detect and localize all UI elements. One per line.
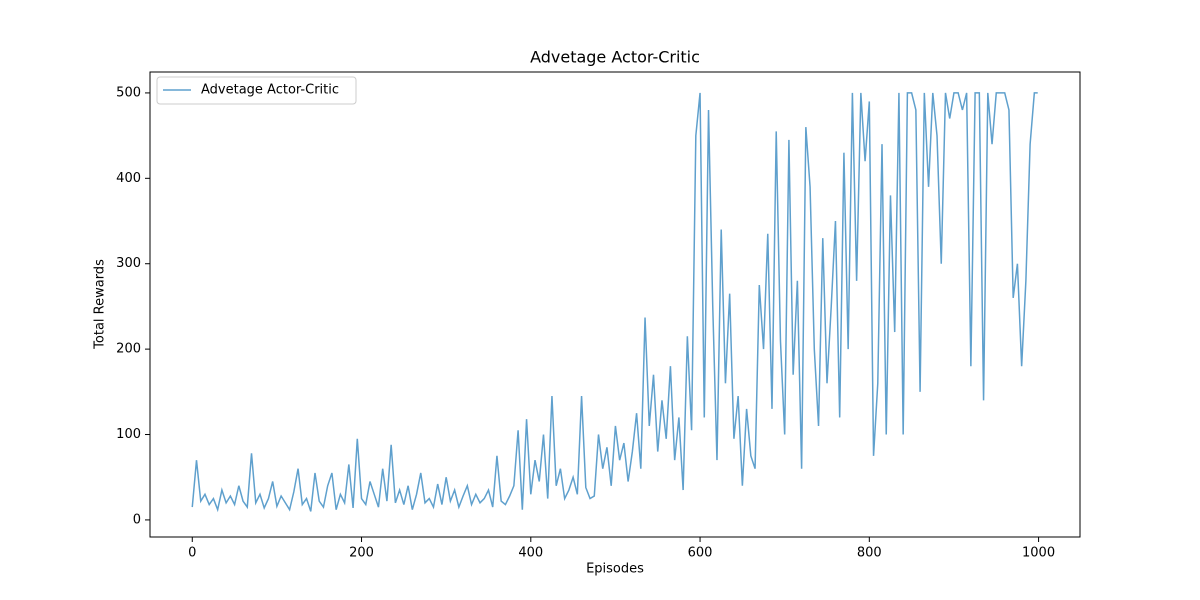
y-axis-label: Total Rewards	[93, 259, 108, 350]
plot-frame	[149, 71, 1081, 538]
y-tick-label: 300	[116, 256, 141, 271]
y-tick-label: 200	[116, 342, 141, 357]
legend-label: Advetage Actor-Critic	[201, 83, 339, 98]
y-tick-label: 0	[133, 512, 141, 527]
chart-title: Advetage Actor-Critic	[530, 48, 700, 67]
legend-box	[156, 76, 357, 105]
x-tick-label: 0	[188, 546, 196, 561]
x-tick-label: 200	[349, 546, 374, 561]
x-tick-label: 400	[518, 546, 543, 561]
y-tick-label: 100	[116, 427, 141, 442]
y-tick-label: 500	[116, 85, 141, 100]
x-tick-label: 1000	[1022, 546, 1055, 561]
x-axis-label: Episodes	[586, 562, 644, 577]
x-tick-label: 600	[688, 546, 713, 561]
data-line	[191, 92, 1038, 513]
y-tick-label: 400	[116, 171, 141, 186]
x-tick-label: 800	[857, 546, 882, 561]
